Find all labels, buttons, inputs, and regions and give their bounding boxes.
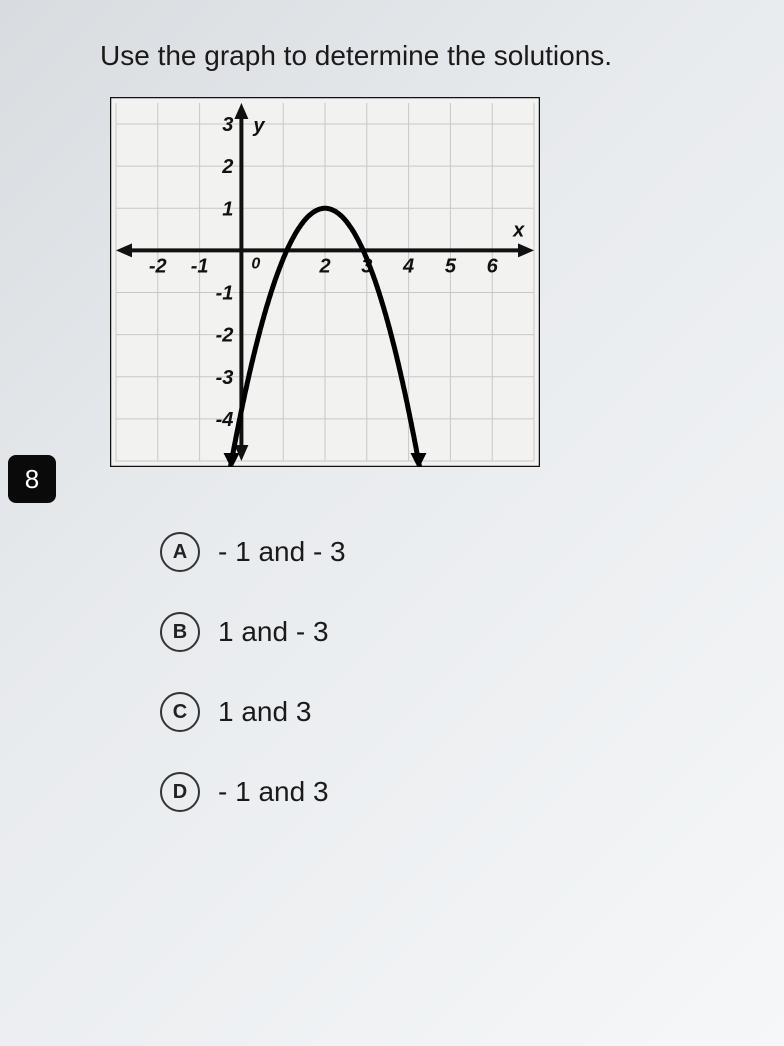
svg-text:-1: -1	[191, 255, 209, 277]
choice-c[interactable]: C 1 and 3	[160, 692, 730, 732]
svg-text:-1: -1	[216, 283, 234, 305]
graph-container: -2-1234560321-1-2-3-4xy	[110, 97, 730, 472]
choice-a[interactable]: A - 1 and - 3	[160, 532, 730, 572]
question-number-badge: 8	[8, 455, 56, 503]
svg-text:6: 6	[487, 255, 499, 277]
choice-letter-c: C	[160, 692, 200, 732]
svg-text:x: x	[512, 219, 525, 241]
choice-b[interactable]: B 1 and - 3	[160, 612, 730, 652]
choice-d[interactable]: D - 1 and 3	[160, 772, 730, 812]
choice-letter-a: A	[160, 532, 200, 572]
svg-text:-3: -3	[216, 367, 234, 389]
choice-letter-b: B	[160, 612, 200, 652]
question-prompt: Use the graph to determine the solutions…	[100, 40, 730, 72]
svg-text:2: 2	[318, 255, 330, 277]
svg-text:y: y	[252, 115, 265, 137]
svg-text:-2: -2	[216, 325, 234, 347]
choice-text-a: - 1 and - 3	[218, 536, 346, 568]
svg-text:-4: -4	[216, 409, 234, 431]
svg-text:1: 1	[222, 198, 233, 220]
svg-text:-2: -2	[149, 255, 167, 277]
choice-letter-d: D	[160, 772, 200, 812]
choice-text-d: - 1 and 3	[218, 776, 329, 808]
svg-text:4: 4	[402, 255, 414, 277]
answer-choices: A - 1 and - 3 B 1 and - 3 C 1 and 3 D - 1 and 3	[160, 532, 730, 812]
svg-text:5: 5	[445, 255, 457, 277]
svg-text:0: 0	[251, 255, 260, 272]
svg-text:3: 3	[222, 114, 233, 136]
choice-text-b: 1 and - 3	[218, 616, 329, 648]
svg-text:2: 2	[221, 156, 233, 178]
choice-text-c: 1 and 3	[218, 696, 311, 728]
parabola-graph: -2-1234560321-1-2-3-4xy	[110, 97, 540, 467]
